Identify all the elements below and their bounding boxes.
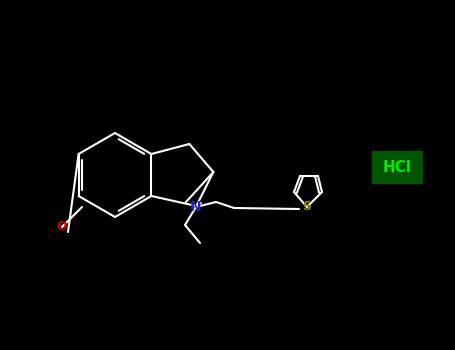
Text: HCl: HCl: [383, 160, 411, 175]
FancyBboxPatch shape: [372, 151, 422, 183]
Text: N: N: [190, 200, 202, 214]
Text: O: O: [57, 220, 67, 233]
Text: S: S: [303, 201, 312, 214]
